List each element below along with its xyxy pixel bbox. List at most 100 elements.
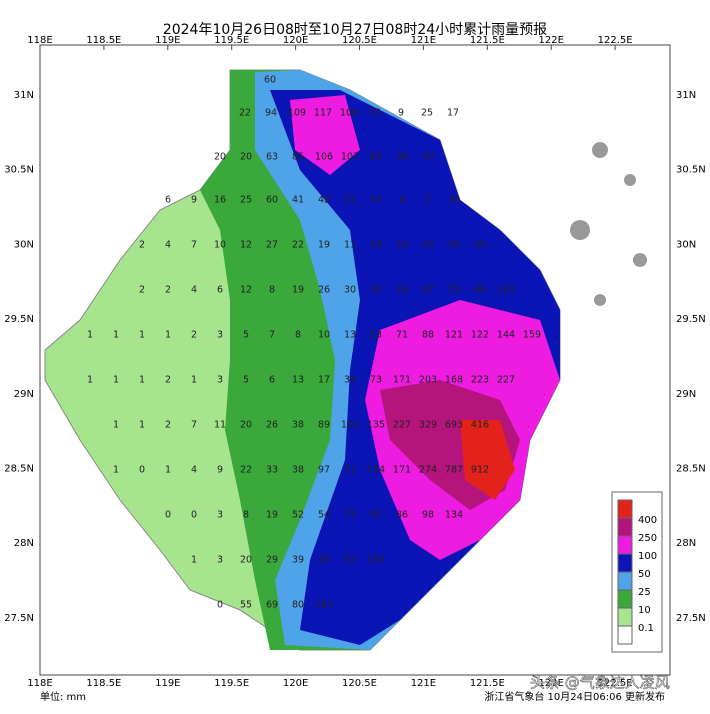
lat-tick-label: 30N — [14, 239, 34, 250]
station-value: 22 — [239, 108, 251, 119]
station-value: 159 — [523, 330, 541, 341]
station-value: 12 — [240, 240, 252, 251]
legend-label: 100 — [638, 551, 657, 562]
station-value: 30 — [344, 285, 356, 296]
station-value: 1 — [139, 420, 145, 431]
lon-tick-label-bottom: 119.5E — [214, 678, 249, 689]
station-value: 85 — [292, 152, 304, 163]
station-value: 8 — [243, 510, 249, 521]
station-value: 2 — [165, 420, 171, 431]
station-value: 1 — [191, 375, 197, 386]
station-value: 25 — [421, 108, 433, 119]
station-value: 19 — [318, 240, 330, 251]
legend-swatch — [617, 571, 633, 591]
station-value: 5 — [243, 330, 249, 341]
station-value: 2 — [139, 285, 145, 296]
station-value: 416 — [471, 420, 489, 431]
station-value: 55 — [240, 600, 252, 611]
station-value: 8 — [295, 330, 301, 341]
title: 2024年10月26日08时至10月27日08时24小时累计雨量预报 — [163, 22, 547, 38]
station-value: 0 — [139, 465, 145, 476]
station-value: 1 — [113, 375, 119, 386]
lon-tick-label: 118E — [27, 35, 52, 46]
station-value: 10 — [214, 240, 226, 251]
lon-tick-label: 121.5E — [470, 35, 505, 46]
lon-tick-label: 122.5E — [598, 35, 633, 46]
station-value: 22 — [292, 240, 304, 251]
station-value: 32 — [370, 285, 382, 296]
station-value: 86 — [474, 285, 486, 296]
station-value: 73 — [370, 375, 382, 386]
station-value: 19 — [292, 285, 304, 296]
station-value: 94 — [265, 108, 277, 119]
station-value: 1 — [113, 330, 119, 341]
lon-tick-label-bottom: 121.5E — [470, 678, 505, 689]
station-value: 27 — [266, 240, 278, 251]
station-value: 1 — [165, 330, 171, 341]
station-value: 65 — [370, 152, 382, 163]
footer: 浙江省气象台 10月24日06:06 更新发布 — [484, 690, 665, 703]
station-value: 4 — [191, 465, 197, 476]
legend-label: 10 — [638, 605, 651, 616]
station-value: 1 — [87, 330, 93, 341]
watermark: 头条 @气象达人凌风 — [530, 674, 670, 692]
station-value: 274 — [419, 465, 437, 476]
lon-tick-label: 119E — [155, 35, 180, 46]
station-value: 89 — [318, 420, 330, 431]
station-value: 20 — [240, 152, 252, 163]
station-value: 6 — [165, 195, 171, 206]
station-value: 17 — [318, 375, 330, 386]
legend-swatch — [617, 517, 633, 537]
station-value: 53 — [370, 330, 382, 341]
station-value: 8 — [269, 285, 275, 296]
station-value: 9 — [398, 108, 404, 119]
lon-tick-label-bottom: 120E — [283, 678, 308, 689]
lat-tick-label: 29N — [14, 389, 34, 400]
station-value: 63 — [266, 152, 278, 163]
legend-label: 250 — [638, 533, 657, 544]
station-value: 223 — [471, 375, 489, 386]
area-400 — [460, 420, 515, 500]
station-value: 10 — [448, 195, 460, 206]
legend-swatch — [617, 607, 633, 627]
station-value: 203 — [419, 375, 437, 386]
lat-tick-label-right: 27.5N — [676, 613, 706, 624]
station-value: 144 — [497, 330, 515, 341]
station-value: 10 — [318, 330, 330, 341]
lon-tick-label-bottom: 120.5E — [342, 678, 377, 689]
station-value: 33 — [266, 465, 278, 476]
lon-tick-label-bottom: 122E — [538, 678, 563, 689]
lat-tick-label: 28.5N — [4, 464, 34, 475]
station-value: 91 — [370, 510, 382, 521]
station-value: 86 — [396, 510, 408, 521]
unit: 单位: mm — [40, 690, 86, 703]
station-value: 10 — [396, 240, 408, 251]
station-value: 107 — [341, 152, 359, 163]
station-value: 16 — [422, 240, 434, 251]
lat-tick-label: 31N — [14, 90, 34, 101]
lon-tick-label-bottom: 118E — [27, 678, 52, 689]
station-value: 134 — [367, 465, 385, 476]
station-value: 20 — [214, 152, 226, 163]
station-value: 26 — [266, 420, 278, 431]
station-value: 0 — [217, 600, 223, 611]
station-value: 71 — [396, 330, 408, 341]
station-value: 0 — [191, 510, 197, 521]
station-value: 101 — [315, 600, 333, 611]
station-value: 102 — [341, 420, 359, 431]
station-value: 24 — [396, 285, 408, 296]
lon-tick-label: 118.5E — [86, 35, 121, 46]
lon-tick-label: 120E — [283, 35, 308, 46]
station-value: 6 — [269, 375, 275, 386]
islands — [570, 142, 647, 306]
lat-tick-label: 29.5N — [4, 314, 34, 325]
station-value: 45 — [474, 240, 486, 251]
station-value: 71 — [344, 510, 356, 521]
station-value: 227 — [497, 375, 515, 386]
legend-swatch — [617, 553, 633, 573]
station-value: 171 — [393, 465, 411, 476]
station-value: 2 — [191, 330, 197, 341]
station-value: 42 — [318, 195, 330, 206]
station-value: 12 — [240, 285, 252, 296]
station-value: 25 — [448, 240, 460, 251]
